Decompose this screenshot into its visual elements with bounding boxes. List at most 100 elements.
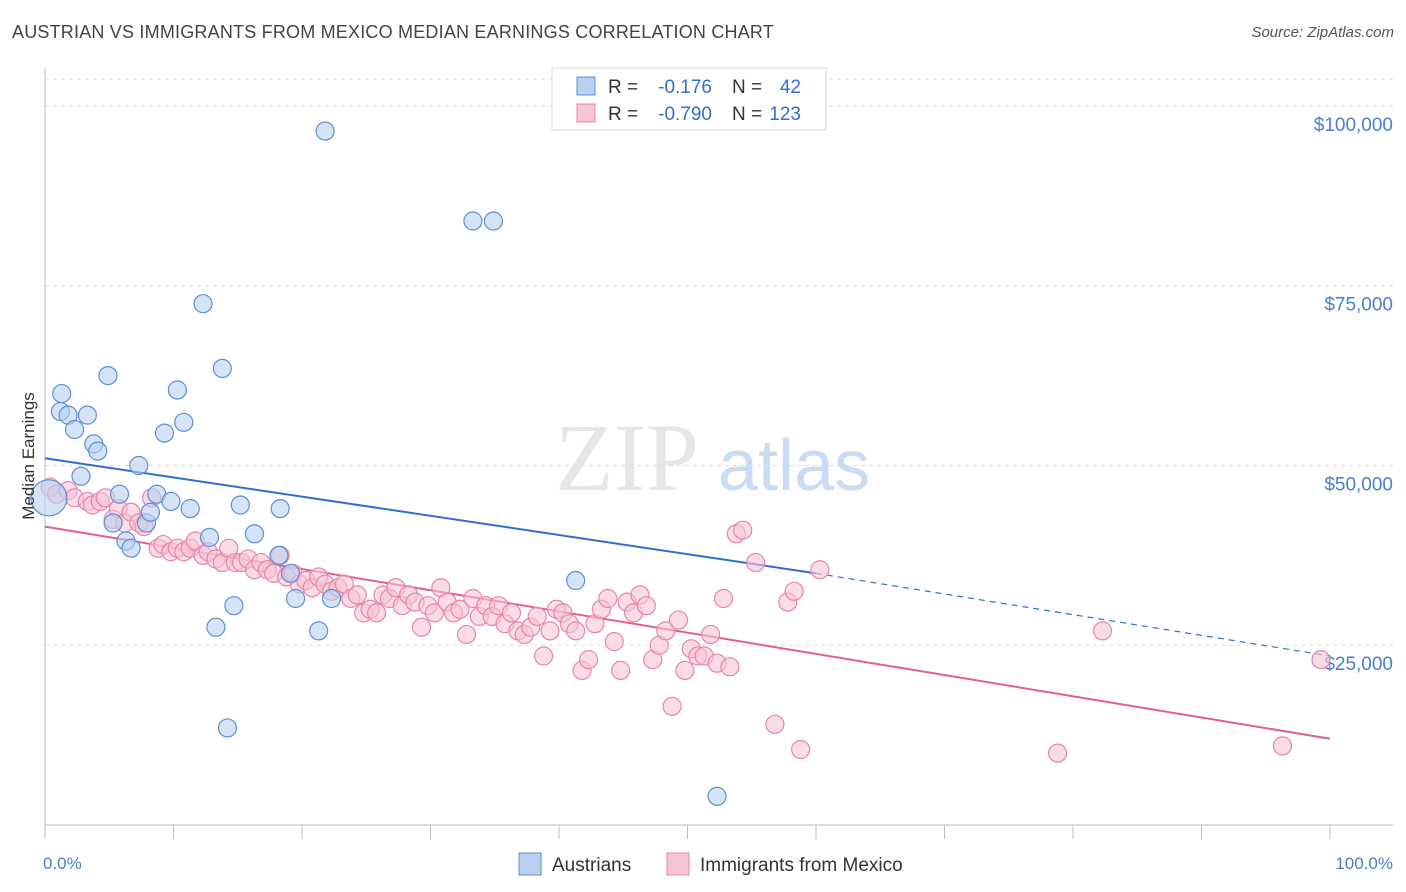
legend-n-value-2: 123 (769, 104, 801, 125)
point-austrians-36 (315, 121, 335, 141)
y-axis-label: Median Earnings (19, 392, 38, 520)
point-mexico-56 (411, 617, 432, 637)
point-austrians-33 (280, 563, 301, 583)
point-austrians-0 (30, 479, 68, 517)
point-mexico-91 (636, 596, 656, 616)
point-austrians-37 (321, 588, 342, 609)
point-austrians-4 (64, 419, 85, 440)
point-mexico-58 (424, 603, 444, 623)
point-austrians-23 (193, 294, 213, 314)
point-austrians-28 (224, 596, 244, 616)
point-mexico-70 (501, 603, 522, 623)
point-mexico-116 (1311, 650, 1331, 670)
point-mexico-114 (1092, 621, 1113, 641)
y-tick-label-1: $50,000 (1324, 474, 1393, 495)
point-mexico-103 (713, 588, 734, 609)
point-mexico-113 (1047, 743, 1068, 763)
point-mexico-95 (662, 696, 682, 716)
point-mexico-85 (598, 588, 618, 609)
point-austrians-22 (180, 499, 200, 519)
stats-legend: R = -0.176 N = 42 R = -0.790 N = 123 (551, 67, 827, 131)
series-legend-swatch-austrians (518, 852, 542, 876)
legend-n-value-1: 42 (780, 77, 801, 98)
series-legend: Austrians Immigrants from Mexico (518, 852, 903, 876)
point-mexico-74 (527, 606, 547, 627)
point-austrians-11 (109, 484, 130, 504)
point-austrians-38 (463, 211, 483, 231)
point-austrians-39 (483, 211, 504, 231)
point-austrians-7 (88, 441, 108, 461)
point-austrians-26 (212, 358, 232, 379)
point-mexico-106 (733, 520, 753, 540)
series-legend-swatch-mexico (666, 852, 690, 876)
series-legend-label-mexico: Immigrants from Mexico (700, 855, 903, 876)
point-austrians-29 (230, 495, 250, 515)
point-austrians-18 (154, 423, 175, 443)
legend-r-label-1: R = (608, 77, 638, 98)
point-mexico-104 (720, 657, 740, 677)
point-austrians-32 (269, 545, 289, 565)
trend-line-austrians-extension (815, 572, 1331, 657)
y-tick-labels: $25,000 $50,000 $75,000 $100,000 (1314, 115, 1393, 675)
point-mexico-97 (675, 660, 695, 681)
point-mexico-87 (611, 660, 631, 681)
y-tick-label-2: $75,000 (1324, 295, 1393, 316)
point-mexico-63 (456, 624, 477, 645)
point-mexico-76 (540, 621, 560, 641)
point-austrians-13 (121, 538, 141, 558)
point-mexico-110 (784, 581, 804, 601)
watermark-atlas: atlas (718, 426, 870, 506)
point-austrians-40 (566, 570, 586, 591)
point-austrians-5 (77, 405, 98, 425)
point-austrians-31 (270, 499, 290, 519)
legend-swatch-pink (576, 103, 596, 123)
point-austrians-35 (309, 621, 329, 641)
point-mexico-94 (656, 621, 676, 641)
point-austrians-24 (199, 527, 220, 547)
point-austrians-30 (244, 524, 265, 544)
chart-title: AUSTRIAN VS IMMIGRANTS FROM MEXICO MEDIA… (12, 22, 774, 42)
point-mexico-115 (1272, 736, 1293, 756)
y-tick-label-3: $100,000 (1314, 115, 1393, 136)
series-legend-label-austrians: Austrians (552, 855, 631, 876)
point-mexico-112 (810, 560, 830, 580)
legend-swatch-blue (576, 76, 596, 96)
source-label: Source: ZipAtlas.com (1251, 24, 1394, 41)
point-austrians-19 (161, 491, 181, 512)
point-austrians-20 (167, 380, 187, 400)
point-mexico-62 (450, 599, 470, 619)
legend-n-label-1: N = (732, 77, 762, 98)
point-austrians-8 (71, 466, 91, 486)
point-austrians-16 (140, 502, 160, 522)
point-austrians-25 (206, 617, 226, 637)
point-mexico-82 (578, 650, 599, 670)
point-austrians-27 (217, 718, 238, 738)
point-mexico-96 (668, 610, 689, 630)
point-austrians-9 (98, 365, 118, 386)
point-austrians-14 (129, 455, 149, 476)
point-austrians-2 (52, 383, 72, 404)
point-austrians-10 (103, 513, 123, 533)
watermark-zip: ZIP (555, 404, 699, 511)
point-mexico-75 (533, 646, 554, 666)
legend-r-value-2: -0.790 (658, 104, 712, 125)
point-austrians-41 (707, 786, 727, 806)
legend-n-label-2: N = (732, 104, 762, 125)
x-tick-label-left: 0.0% (43, 854, 82, 873)
x-tick-label-right: 100.0% (1335, 854, 1393, 873)
y-tick-label-0: $25,000 (1324, 654, 1393, 675)
point-mexico-108 (765, 714, 785, 734)
point-mexico-86 (604, 632, 624, 652)
point-mexico-111 (790, 739, 811, 760)
point-mexico-101 (701, 624, 721, 645)
data-points (30, 121, 1331, 806)
legend-r-value-1: -0.176 (658, 77, 712, 98)
point-mexico-46 (347, 585, 367, 605)
point-mexico-107 (746, 552, 766, 573)
point-austrians-21 (174, 412, 194, 432)
point-mexico-49 (366, 603, 387, 623)
axes (44, 68, 1393, 839)
point-mexico-80 (566, 621, 586, 641)
trend-line-austrians (44, 457, 817, 575)
